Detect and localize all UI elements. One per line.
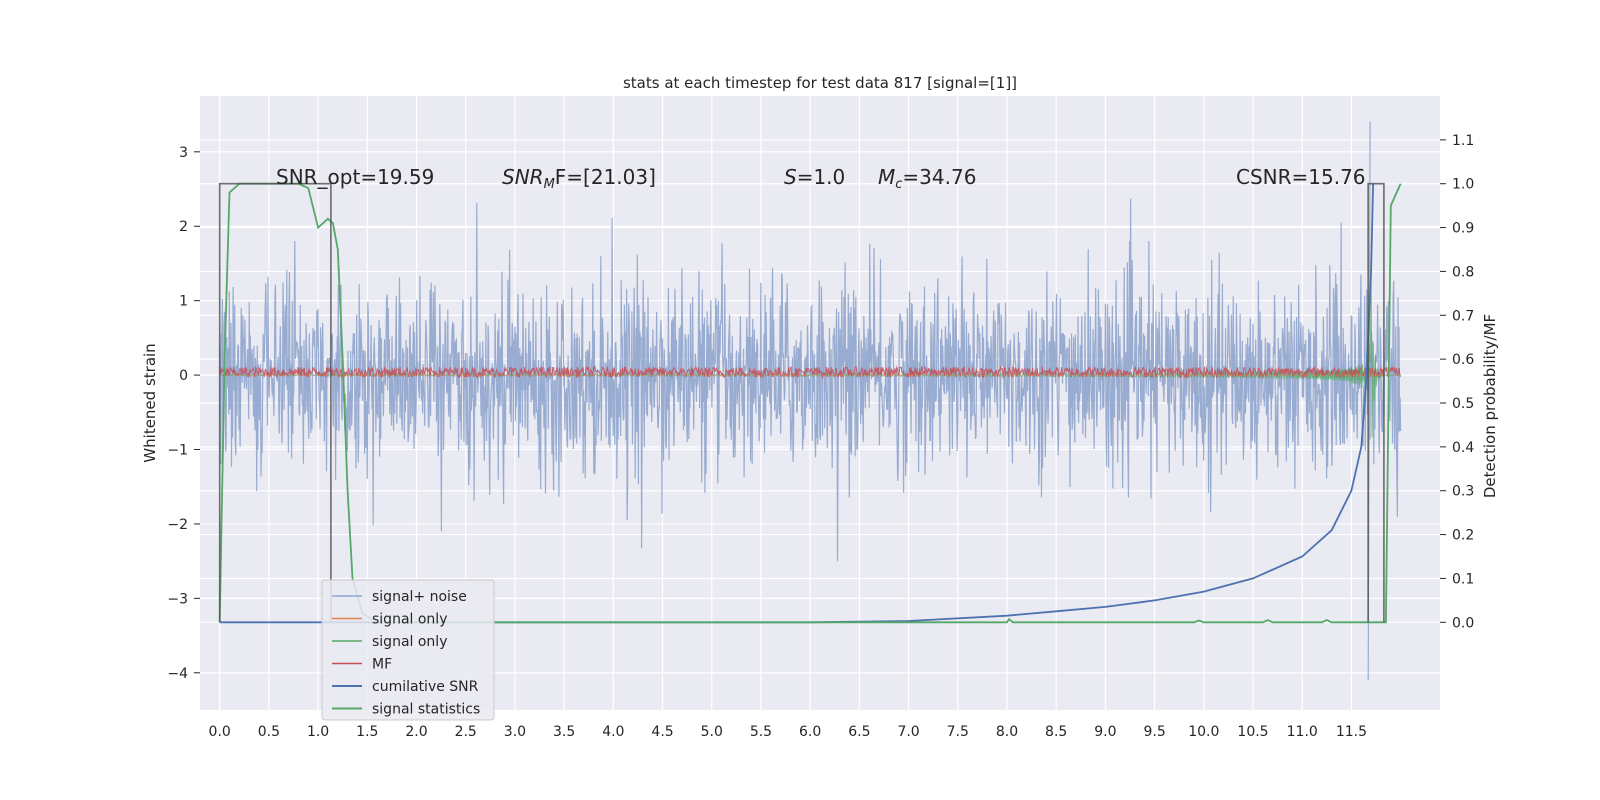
- y-right-tick-label-4: 0.7: [1452, 308, 1474, 324]
- y-left-label: Whitened strain: [141, 343, 159, 462]
- x-tick-label-7: 3.5: [553, 724, 575, 740]
- y-right-tick-label-5: 0.6: [1452, 352, 1474, 368]
- detection-windows: [218, 182, 1385, 623]
- annotation-s: S=1.0: [784, 165, 845, 189]
- x-tick-label-14: 7.0: [897, 724, 919, 740]
- y-right-label: Detection probability/MF: [1481, 314, 1499, 498]
- x-tick-label-17: 8.5: [1045, 724, 1067, 740]
- y-right-tick-label-1: 1.0: [1452, 177, 1474, 193]
- y-right-tick-label-0: 1.1: [1452, 133, 1474, 149]
- x-tick-label-10: 5.0: [701, 724, 723, 740]
- x-tick-label-16: 8.0: [996, 724, 1018, 740]
- y-right-tick-label-2: 0.9: [1452, 221, 1474, 237]
- x-tick-label-5: 2.5: [455, 724, 477, 740]
- annotation-mc-main: M: [878, 165, 895, 189]
- legend-label-1: signal only: [372, 612, 447, 628]
- y-left-tick-label-1: 2: [179, 219, 188, 235]
- detection-window-1: [1367, 182, 1385, 623]
- y-right-tick-label-6: 0.5: [1452, 396, 1474, 412]
- x-tick-label-9: 4.5: [651, 724, 673, 740]
- legend-label-3: MF: [372, 657, 392, 673]
- y-left-tick-label-5: −2: [167, 517, 188, 533]
- y-right-tick-label-9: 0.2: [1452, 528, 1474, 544]
- legend-label-2: signal only: [372, 634, 447, 650]
- y-left-tick-label-3: 0: [179, 368, 188, 384]
- y-left-tick-label-4: −1: [167, 443, 188, 459]
- annotation-snr-mf-sub: M: [544, 177, 555, 192]
- legend-label-0: signal+ noise: [372, 589, 467, 605]
- annotation-mc-sub: c: [895, 177, 902, 192]
- x-tick-label-19: 9.5: [1143, 724, 1165, 740]
- annotation-snr-mf-rest: F=[21.03]: [555, 165, 656, 189]
- legend-label-4: cumilative SNR: [372, 679, 479, 695]
- annotation-mc-rest: =34.76: [902, 165, 976, 189]
- annotation-snr-mf: SNRMF=[21.03]: [502, 165, 656, 192]
- y-right-tick-label-3: 0.8: [1452, 264, 1474, 280]
- series-signal-statistics: [218, 182, 1402, 624]
- x-tick-label-20: 10.0: [1188, 724, 1219, 740]
- series-cumulative-snr: [219, 183, 1374, 624]
- annotation-snr-opt: SNR_opt=19.59: [276, 165, 434, 189]
- y-left-ticks: 3 2 1 0 −1 −2 −3 −4: [167, 145, 200, 682]
- x-tick-label-23: 11.5: [1336, 724, 1367, 740]
- y-right-ticks: 1.1 1.0 0.9 0.8 0.7 0.6 0.5 0.4 0.3 0.2 0.1 0.0: [1440, 133, 1474, 631]
- series-layer: [218, 121, 1402, 681]
- x-tick-label-2: 1.0: [307, 724, 329, 740]
- legend-label-5: signal statistics: [372, 702, 480, 718]
- detection-window-0: [218, 182, 332, 623]
- annotation-mc: Mc=34.76: [878, 165, 976, 192]
- x-tick-label-1: 0.5: [258, 724, 280, 740]
- y-left-tick-label-2: 1: [179, 294, 188, 310]
- chart-title: stats at each timestep for test data 817…: [623, 74, 1017, 92]
- x-tick-label-6: 3.0: [504, 724, 526, 740]
- x-tick-label-22: 11.0: [1287, 724, 1318, 740]
- annotation-csnr: CSNR=15.76: [1236, 165, 1366, 189]
- y-left-tick-label-7: −4: [167, 666, 188, 682]
- x-tick-label-18: 9.0: [1094, 724, 1116, 740]
- y-right-tick-label-8: 0.3: [1452, 484, 1474, 500]
- y-right-tick-label-10: 0.1: [1452, 571, 1474, 587]
- x-axis-ticks: 0.0 0.5 1.0 1.5 2.0 2.5 3.0 3.5 4.0 4.5 5.0 5.5 6.0 6…: [209, 724, 1367, 740]
- series-mf: [219, 365, 1402, 380]
- x-tick-label-12: 6.0: [799, 724, 821, 740]
- x-tick-label-13: 6.5: [848, 724, 870, 740]
- x-tick-label-11: 5.5: [750, 724, 772, 740]
- legend: signal+ noise signal only signal only MF cum…: [321, 579, 495, 721]
- x-tick-label-21: 10.5: [1237, 724, 1268, 740]
- y-left-tick-label-6: −3: [167, 591, 188, 607]
- x-tick-label-15: 7.5: [947, 724, 969, 740]
- annotation-s-main: S: [784, 165, 797, 189]
- x-tick-label-3: 1.5: [356, 724, 378, 740]
- y-right-tick-label-11: 0.0: [1452, 615, 1474, 631]
- annotation-s-rest: =1.0: [797, 165, 846, 189]
- legend-box: [321, 579, 495, 721]
- x-tick-label-4: 2.0: [405, 724, 427, 740]
- y-right-tick-label-7: 0.4: [1452, 440, 1474, 456]
- x-tick-label-8: 4.0: [602, 724, 624, 740]
- x-tick-label-0: 0.0: [209, 724, 231, 740]
- y-left-tick-label-0: 3: [179, 145, 188, 161]
- annotation-snr-mf-main: SNR: [502, 165, 544, 189]
